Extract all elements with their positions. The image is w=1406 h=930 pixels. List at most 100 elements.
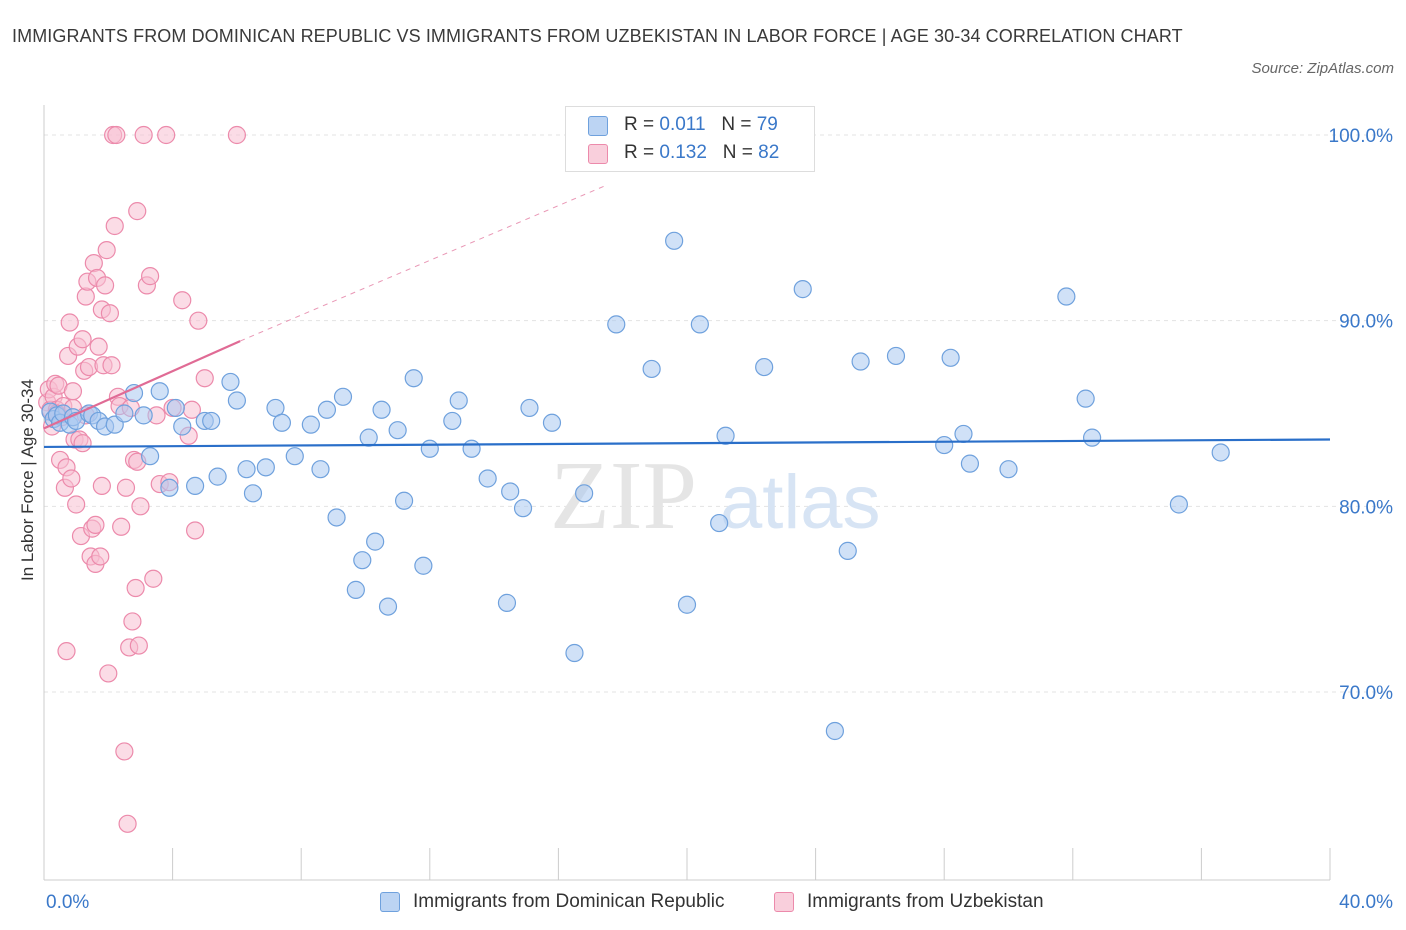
legend-n-value: 79 bbox=[756, 114, 778, 135]
dominican-point bbox=[353, 551, 372, 570]
uzbekistan-point bbox=[173, 291, 192, 310]
dominican-point bbox=[166, 398, 185, 418]
dominican-point bbox=[1169, 495, 1188, 514]
tick-labels: 70.0% 80.0% 90.0% 100.0% 0.0% 40.0% bbox=[46, 126, 1393, 913]
y-axis-label: In Labor Force | Age 30-34 bbox=[18, 379, 37, 581]
dominican-point bbox=[825, 721, 844, 741]
dominican-trend-line bbox=[43, 438, 1331, 449]
dominican-point bbox=[542, 413, 562, 432]
uzbekistan-point bbox=[123, 612, 142, 631]
uzbekistan-point bbox=[128, 202, 147, 221]
grid-lines bbox=[44, 134, 1392, 693]
uzbekistan-point bbox=[189, 311, 208, 330]
dominican-point bbox=[237, 460, 256, 479]
dominican-point bbox=[478, 469, 497, 488]
dominican-point bbox=[954, 424, 973, 444]
dominican-point bbox=[443, 411, 462, 431]
dominican-point bbox=[755, 357, 774, 377]
uzbekistan-point bbox=[73, 330, 92, 349]
dominican-point bbox=[665, 231, 684, 250]
dominican-point bbox=[160, 478, 179, 497]
legend-swatch-blue bbox=[588, 116, 608, 136]
dominican-point bbox=[256, 458, 275, 477]
dominican-point bbox=[513, 499, 533, 518]
dominican-point bbox=[272, 413, 292, 432]
dominican-point bbox=[710, 513, 729, 533]
uzbekistan-point bbox=[107, 125, 126, 145]
dominican-point bbox=[565, 643, 584, 663]
dominican-point bbox=[404, 369, 423, 388]
series-label-dominican: Immigrants from Dominican Republic bbox=[413, 891, 725, 912]
uzbekistan-point bbox=[134, 125, 153, 145]
dominican-point bbox=[607, 315, 626, 334]
dominican-point bbox=[420, 439, 439, 458]
dominican-point bbox=[1076, 389, 1095, 408]
y-axis-label-box: In Labor Force | Age 30-34 bbox=[8, 330, 48, 630]
watermark: ZIP atlas bbox=[550, 442, 881, 550]
dominican-point bbox=[359, 428, 378, 447]
uzbekistan-point bbox=[84, 254, 103, 273]
uzbekistan-point bbox=[186, 521, 205, 540]
uzbekistan-point bbox=[227, 125, 246, 145]
dominican-point bbox=[388, 421, 407, 440]
dominican-point bbox=[690, 315, 709, 334]
uzbekistan-point bbox=[126, 578, 145, 598]
legend-text-uzbekistan: R = 0.132 N = 82 bbox=[624, 139, 779, 167]
dominican-point bbox=[346, 580, 365, 599]
dominican-point bbox=[394, 491, 414, 510]
legend-r-value: 0.011 bbox=[659, 114, 706, 135]
dominican-point bbox=[642, 359, 661, 379]
dominican-point bbox=[520, 398, 539, 418]
legend-text-dominican: R = 0.011 N = 79 bbox=[624, 111, 778, 139]
uzbekistan-point bbox=[97, 241, 116, 260]
dominican-point bbox=[414, 556, 433, 575]
uzbekistan-point bbox=[157, 125, 176, 145]
dominican-point bbox=[208, 467, 227, 486]
dominican-point bbox=[1082, 428, 1102, 447]
stats-legend: R = 0.011 N = 79 R = 0.132 N = 82 bbox=[565, 106, 815, 172]
uzbekistan-point bbox=[60, 313, 79, 332]
uzbekistan-point bbox=[105, 216, 124, 236]
axes bbox=[43, 105, 1331, 881]
watermark-atlas: atlas bbox=[720, 460, 881, 545]
uzbekistan-point bbox=[118, 814, 137, 833]
dominican-point bbox=[793, 280, 812, 299]
dominican-point bbox=[886, 346, 906, 366]
dominican-point bbox=[999, 460, 1018, 479]
y-tick-label: 80.0% bbox=[1339, 497, 1393, 518]
dominican-point bbox=[366, 532, 385, 551]
dominican-point bbox=[134, 406, 153, 425]
dominican-point bbox=[1211, 443, 1230, 462]
uzbekistan-point bbox=[144, 569, 163, 588]
uzbekistan-points bbox=[38, 125, 246, 833]
uzbekistan-point bbox=[99, 664, 118, 683]
x-tick-label: 40.0% bbox=[1339, 892, 1393, 913]
dominican-point bbox=[449, 391, 468, 410]
dominican-point bbox=[140, 447, 160, 466]
series-swatch-pink bbox=[774, 892, 794, 912]
legend-n-label: N = bbox=[721, 114, 757, 135]
dominican-point bbox=[575, 484, 594, 503]
dominican-point bbox=[497, 593, 517, 612]
legend-r-label: R = bbox=[624, 114, 660, 135]
watermark-zip: ZIP bbox=[550, 442, 697, 550]
legend-n-value: 82 bbox=[758, 142, 780, 163]
dominican-point bbox=[1057, 287, 1076, 306]
chart-title: IMMIGRANTS FROM DOMINICAN REPUBLIC VS IM… bbox=[12, 26, 1183, 46]
dominican-point bbox=[227, 391, 246, 410]
uzbekistan-point bbox=[140, 267, 160, 286]
uzbekistan-point bbox=[95, 276, 115, 295]
uzbekistan-point bbox=[89, 337, 108, 356]
dominican-point bbox=[186, 476, 205, 496]
uzbekistan-point bbox=[129, 636, 148, 655]
dominican-point bbox=[221, 372, 240, 392]
uzbekistan-point bbox=[102, 356, 121, 375]
uzbekistan-point bbox=[67, 495, 86, 514]
dominican-point bbox=[311, 460, 330, 479]
dominican-point bbox=[285, 447, 304, 466]
dominican-point bbox=[327, 508, 346, 527]
uzbekistan-point bbox=[115, 742, 134, 761]
legend-swatch-pink bbox=[588, 144, 608, 164]
uzbekistan-point bbox=[100, 304, 120, 323]
source-label: Source: ZipAtlas.com bbox=[1251, 60, 1394, 77]
